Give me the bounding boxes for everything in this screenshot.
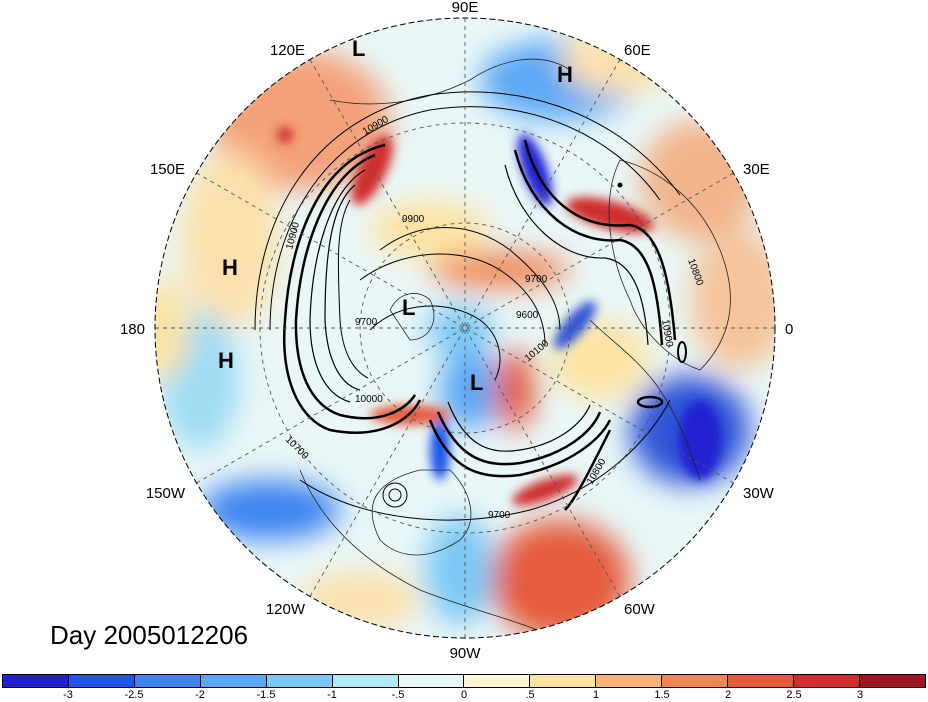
contour-label: 9700 [355,317,378,328]
contour-label: 9700 [488,510,511,521]
low-center-marker: L [352,36,365,61]
colorbar-box [662,675,729,687]
contour-label: 10900 [659,319,675,349]
colorbar-box [332,675,399,687]
anomaly-shading [155,18,775,638]
colorbar: -3 -2.5 -2 -1.5 -1 -.5 0 .5 1 1.5 2 2.5 3 [0,674,928,702]
high-center-marker: H [222,255,238,280]
colorbar-box [68,675,135,687]
colorbar-box [464,675,531,687]
map-boundary [154,17,776,639]
longitude-label-180: 180 [120,321,145,338]
graticule [155,18,775,638]
contour-label: 9700 [525,274,548,285]
colorbar-tick-label: 2 [724,689,732,701]
colorbar-tick-label: 0 [460,689,468,701]
colorbar-box [134,675,201,687]
colorbar-tick-label: 1.5 [654,689,670,701]
longitude-label-60w: 60W [624,601,656,618]
colorbar-tick-label: -3 [63,689,73,701]
colorbar-tick-label: -2 [195,689,205,701]
colorbar-tick-label: 3 [856,689,864,701]
longitude-label-90w: 90W [450,645,482,662]
high-center-marker: H [557,62,573,87]
contour-label: 9600 [516,310,539,321]
longitude-label-150e: 150E [150,161,185,178]
longitude-label-0: 0 [785,321,793,338]
pressure-centers: L H H H L L [218,36,573,395]
height-contours [254,91,687,521]
high-center-marker: H [218,348,234,373]
colorbar-tick-label: -.5 [391,689,405,701]
colorbar-box [728,675,795,687]
colorbar-box [3,675,69,687]
colorbar-tick-label: 1 [592,689,600,701]
longitude-label-150w: 150W [146,485,186,502]
colorbar-box [266,675,333,687]
colorbar-tick-label: .5 [525,689,535,701]
longitude-label-120e: 120E [270,42,305,59]
colorbar-tick-label: -2.5 [124,689,144,701]
longitude-label-30w: 30W [743,485,775,502]
longitude-label-90e: 90E [452,0,479,16]
contour-label: 10000 [355,394,383,405]
polar-stereographic-map: 10900 9900 10900 9700 9600 10100 9700 10… [120,0,793,662]
colorbar-tick-label: -1.5 [256,689,276,701]
colorbar-box [398,675,465,687]
colorbar-box [794,675,860,687]
low-center-marker: L [470,370,483,395]
colorbar-box [200,675,267,687]
longitude-labels: 90E 60E 30E 0 30W 60W 90W 120W 150W 180 … [120,0,793,662]
colorbar-tick-label: -1 [327,689,337,701]
colorbar-box [596,675,663,687]
coastlines [299,58,731,638]
contour-label: 9900 [402,214,425,225]
colorbar-tick-label: 2.5 [786,689,802,701]
date-title: Day 2005012206 [50,620,249,650]
longitude-label-60e: 60E [624,42,651,59]
colorbar-boxes [2,674,926,688]
colorbar-box [859,675,925,687]
low-center-marker: L [402,295,415,320]
colorbar-box [530,675,597,687]
longitude-label-30e: 30E [743,161,770,178]
longitude-label-120w: 120W [266,601,306,618]
